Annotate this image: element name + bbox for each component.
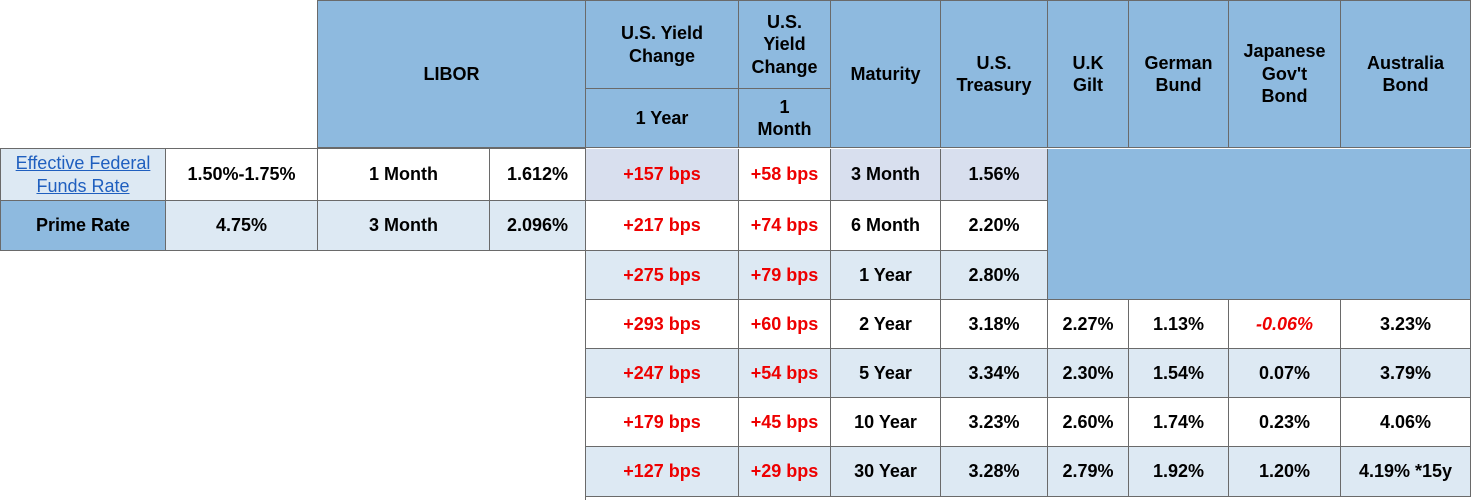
effective-fed-funds-value: 1.50%-1.75% [166,149,318,201]
header-japanese-bond: Japanese Gov't Bond [1229,1,1341,148]
header-maturity: Maturity [831,1,941,148]
header-us-yield-change-1m: U.S. Yield Change [739,1,831,89]
right-table-border [585,148,586,500]
yield-change-1y: +247 bps [586,349,739,398]
maturity: 6 Month [831,201,941,251]
yield-change-1m: +29 bps [739,447,831,497]
us-treasury-yield: 3.34% [941,349,1048,398]
header-uk-gilt: U.K Gilt [1048,1,1129,148]
header-german-bund: German Bund [1129,1,1229,148]
yield-change-1y: +217 bps [586,201,739,251]
us-treasury-yield: 2.20% [941,201,1048,251]
german-bund-yield: 1.13% [1129,300,1229,349]
german-bund-yield: 1.74% [1129,398,1229,447]
australia-bond-yield: 4.06% [1341,398,1471,447]
effective-fed-funds-link[interactable]: Effective Federal Funds Rate [15,153,151,196]
yield-change-1y: +179 bps [586,398,739,447]
us-treasury-yield: 2.80% [941,251,1048,300]
yield-change-1m: +60 bps [739,300,831,349]
uk-gilt-yield: 2.27% [1048,300,1129,349]
uk-gilt-yield: 2.60% [1048,398,1129,447]
left-table-top-border [0,148,586,149]
foreign-bond-empty-block [1048,149,1471,300]
us-treasury-yield: 3.18% [941,300,1048,349]
maturity: 1 Year [831,251,941,300]
maturity: 10 Year [831,398,941,447]
japanese-bond-yield: 0.07% [1229,349,1341,398]
prime-rate-value: 4.75% [166,201,318,251]
left-table-border [0,148,1,251]
libor-rate-2: 2.096% [490,201,586,251]
yield-change-1y: +275 bps [586,251,739,300]
us-treasury-yield: 3.28% [941,447,1048,497]
us-treasury-yield: 3.23% [941,398,1048,447]
yield-change-1y: +157 bps [586,149,739,201]
header-left-border [317,0,318,148]
us-treasury-yield: 1.56% [941,149,1048,201]
german-bund-yield: 1.92% [1129,447,1229,497]
maturity: 2 Year [831,300,941,349]
maturity: 30 Year [831,447,941,497]
yield-change-1m: +45 bps [739,398,831,447]
yield-change-1y: +293 bps [586,300,739,349]
german-bund-yield: 1.54% [1129,349,1229,398]
effective-fed-funds-link-cell[interactable]: Effective Federal Funds Rate [1,149,166,201]
libor-term-2: 3 Month [318,201,490,251]
yield-change-1y: +127 bps [586,447,739,497]
libor-term-1: 1 Month [318,149,490,201]
header-us-treasury: U.S. Treasury [941,1,1048,148]
header-us-yield-change-1y: U.S. Yield Change [586,1,739,89]
libor-rate-1: 1.612% [490,149,586,201]
maturity: 5 Year [831,349,941,398]
uk-gilt-yield: 2.30% [1048,349,1129,398]
japanese-bond-yield: -0.06% [1229,300,1341,349]
yield-change-1m: +54 bps [739,349,831,398]
header-libor: LIBOR [318,1,586,148]
yield-change-1m: +74 bps [739,201,831,251]
header-us-yield-change-1y-period: 1 Year [586,89,739,148]
japanese-bond-yield: 0.23% [1229,398,1341,447]
yield-change-1m: +79 bps [739,251,831,300]
maturity: 3 Month [831,149,941,201]
japanese-bond-yield: 1.20% [1229,447,1341,497]
yield-change-1m: +58 bps [739,149,831,201]
australia-bond-yield: 3.23% [1341,300,1471,349]
uk-gilt-yield: 2.79% [1048,447,1129,497]
header-australia-bond: Australia Bond [1341,1,1471,148]
australia-bond-yield: 4.19% *15y [1341,447,1471,497]
australia-bond-yield: 3.79% [1341,349,1471,398]
header-us-yield-change-1m-period: 1 Month [739,89,831,148]
prime-rate-label: Prime Rate [1,201,166,251]
table-top-border [317,0,1471,1]
